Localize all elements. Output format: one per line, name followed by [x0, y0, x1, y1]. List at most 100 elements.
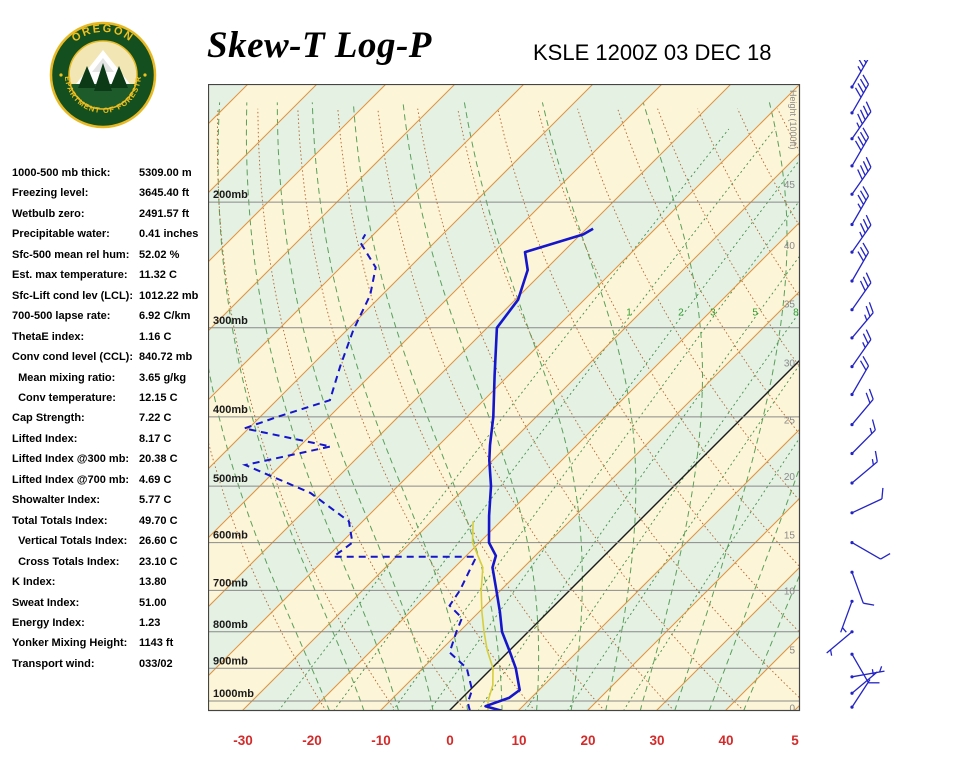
isotherm [208, 84, 663, 539]
wind-barb [850, 388, 874, 427]
pressure-label: 700mb [213, 577, 248, 589]
wind-barb [850, 186, 870, 227]
isotherm [241, 152, 800, 711]
stat-value: 26.60 C [139, 535, 178, 548]
wind-barb-feather [865, 305, 871, 317]
temperature-profile [484, 227, 594, 711]
stat-row: Transport wind: 033/02 [12, 654, 217, 674]
wind-barb-station-dot [850, 691, 854, 695]
wind-barb-feather [859, 223, 866, 234]
wind-barb-feather [862, 333, 869, 344]
wind-barb-staff [851, 137, 870, 167]
stat-row: ThetaE index: 1.16 C [12, 327, 217, 347]
wind-barb-feather [854, 140, 862, 151]
wind-barb-station-dot [850, 365, 854, 369]
wind-barb-staff [851, 679, 871, 708]
wind-barb-staff [851, 671, 878, 694]
band-cream [208, 84, 800, 711]
moist-adiabat [208, 362, 331, 711]
isotherm [379, 290, 800, 711]
dry-adiabat [216, 108, 397, 711]
wind-barb-station-dot [850, 192, 854, 196]
stat-row: Cross Totals Index: 23.10 C [12, 552, 217, 572]
dry-adiabats [208, 108, 800, 711]
wind-barb [850, 74, 870, 115]
stat-label: 1000-500 mb thick: [12, 167, 111, 179]
wind-barb-staff [851, 252, 870, 282]
temp-axis-label: 30 [649, 733, 664, 748]
stat-row: Conv temperature: 12.15 C [12, 388, 217, 408]
moist-adiabat [541, 102, 637, 711]
wind-barb-station-dot [850, 705, 854, 709]
dry-adiabat [257, 108, 466, 711]
wind-barb-staff [851, 282, 872, 311]
wind-barb-feather [874, 450, 878, 462]
stat-label: Yonker Mixing Height: [12, 637, 128, 650]
mixing-ratio-label: 3 [710, 307, 716, 318]
wind-barb-station-dot [850, 250, 854, 254]
stat-label: Lifted Index: [12, 432, 78, 445]
wind-barb-staff [851, 670, 885, 678]
stat-label: Sfc-500 mean rel hum: [12, 248, 130, 261]
wind-barb-half-feather [857, 203, 862, 210]
stat-label: Conv cond level (CCL): [12, 351, 134, 364]
mixing-ratio-lines [277, 128, 800, 711]
wind-barb-feather [862, 276, 869, 287]
stat-row: Lifted Index: 8.17 C [12, 429, 217, 449]
wind-barb-station-dot [850, 392, 854, 397]
wind-barb-feather [862, 74, 870, 85]
wind-barb-station-dot [850, 652, 854, 656]
height-tick-label: 0 [789, 704, 795, 715]
mixing-ratio-line [566, 363, 800, 711]
wind-barb-station-dot [850, 222, 854, 227]
wind-barb-half-feather [829, 649, 833, 656]
isotherm [517, 428, 800, 711]
wetbulb-profile [471, 521, 494, 711]
wind-barb [850, 652, 880, 684]
stat-value: 1.16 C [139, 330, 172, 343]
height-tick-label: 45 [784, 180, 796, 191]
stat-row: Wetbulb zero: 2491.57 ft [12, 204, 217, 224]
stat-label: Total Totals Index: [12, 514, 108, 527]
logo-tree [94, 63, 112, 91]
stat-row: K Index: 13.80 [12, 572, 217, 592]
stat-value: 13.80 [139, 576, 167, 589]
wind-barb-half-feather [878, 666, 883, 673]
wind-barb-half-feather [859, 231, 863, 238]
wind-barb [850, 419, 876, 456]
dry-adiabat [617, 108, 800, 436]
stat-label: Lifted Index @300 mb: [12, 453, 130, 466]
wind-barb-feather [859, 109, 866, 121]
stat-row: Lifted Index @700 mb: 4.69 C [12, 470, 217, 490]
wind-barb-staff [851, 365, 870, 395]
dry-adiabat [337, 108, 606, 711]
pressure-label: 1000mb [213, 688, 254, 700]
wind-barb-feather [863, 60, 867, 64]
moist-adiabat [402, 102, 540, 711]
wind-barb-feather [868, 388, 874, 400]
mixing-ratio-label: 8 [793, 307, 799, 318]
height-tick-label: 20 [784, 472, 796, 483]
isotherm [586, 497, 800, 711]
stat-row: Lifted Index @300 mb: 20.38 C [12, 449, 217, 469]
wind-barb [850, 541, 891, 560]
wind-barb-half-feather [862, 342, 866, 348]
stat-row: Sweat Index: 51.00 [12, 593, 217, 613]
wind-barb-station-dot [850, 111, 854, 115]
wind-barb-station-dot [850, 279, 854, 283]
isotherm [208, 84, 800, 677]
wind-barb [850, 302, 874, 340]
height-tick-label: 25 [784, 416, 796, 427]
wind-barb-feather [859, 131, 867, 143]
stat-value: 20.38 C [139, 453, 178, 466]
stat-label: Sfc-Lift cond lev (LCL): [12, 289, 133, 302]
pressure-label: 900mb [213, 655, 248, 667]
wind-barb-half-feather [871, 669, 875, 676]
pressure-label: 300mb [213, 315, 248, 327]
moist-adiabats [208, 102, 800, 711]
dry-adiabat [537, 108, 800, 568]
stat-row: Total Totals Index: 49.70 C [12, 511, 217, 531]
moist-adiabat [217, 102, 365, 711]
mixing-ratio-line [622, 436, 800, 711]
wind-barb-station-dot [850, 481, 854, 485]
